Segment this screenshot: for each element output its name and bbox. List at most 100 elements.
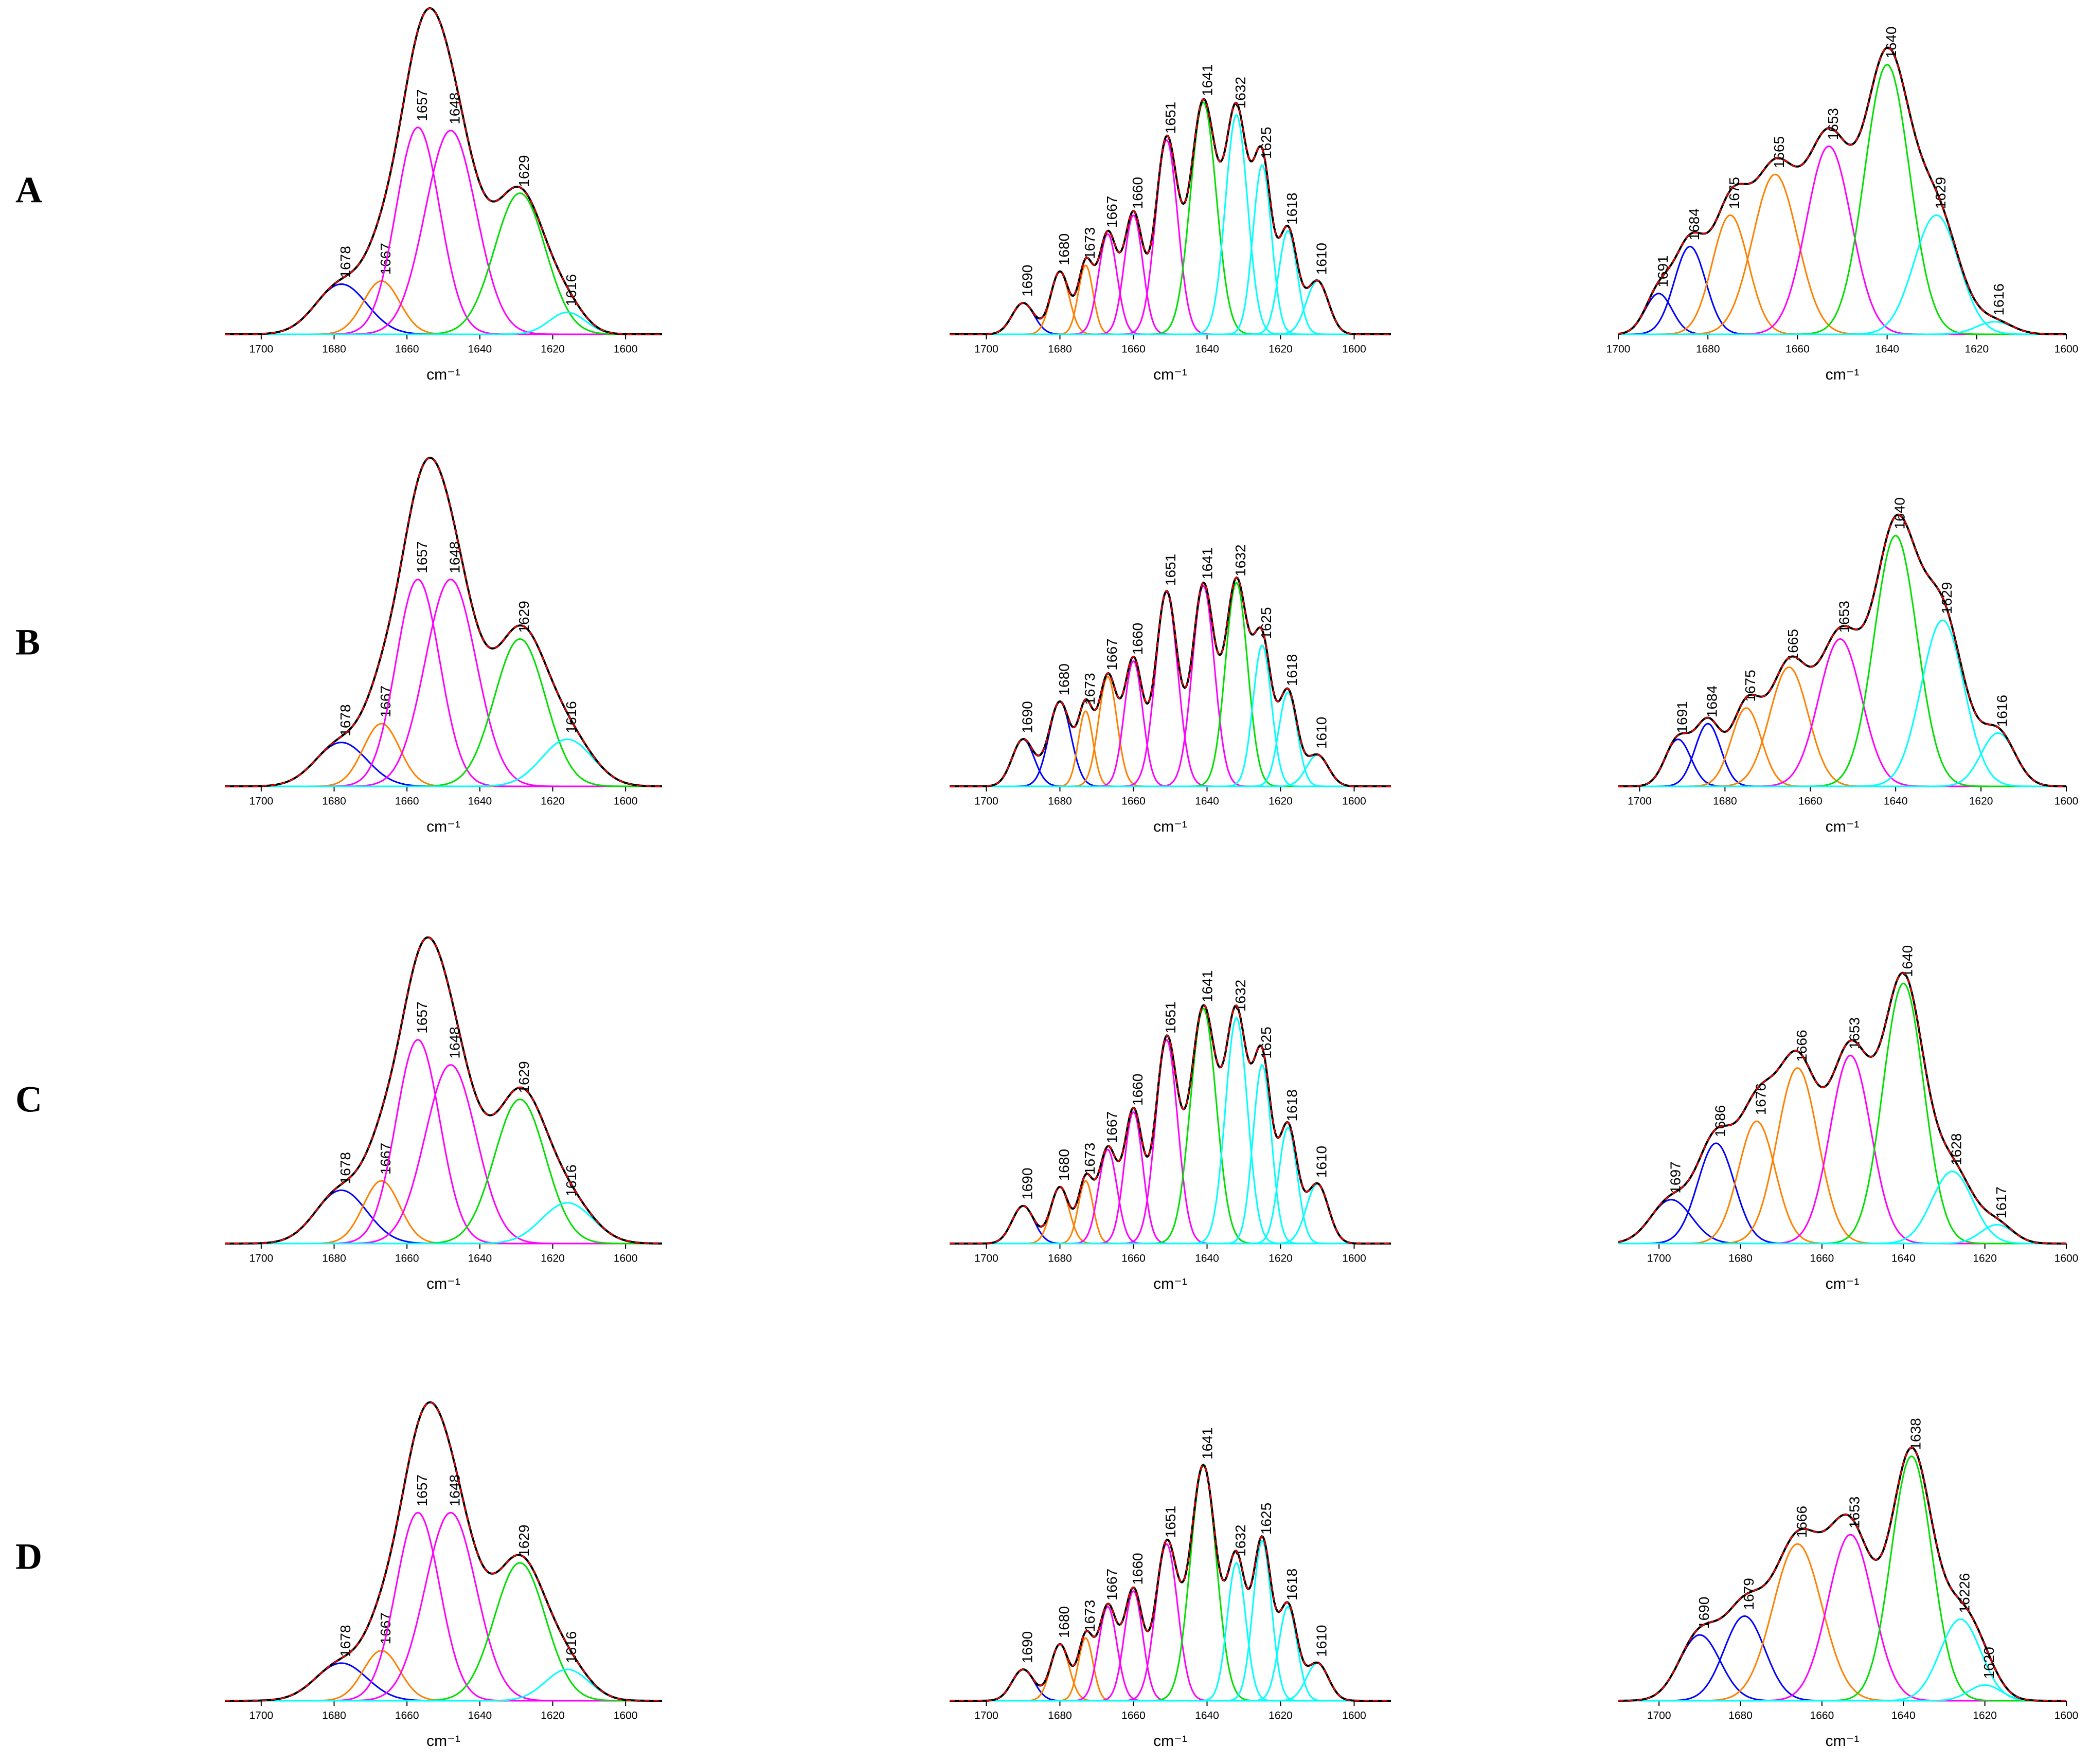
peak-label: 1657 [414,1002,430,1034]
x-tick-label: 1620 [1269,1710,1293,1722]
x-tick-label: 1600 [1342,344,1366,355]
peak-label: 1632 [1232,545,1248,577]
peak-label: 1690 [1019,701,1035,733]
x-tick-label: 1640 [1891,1253,1916,1265]
x-tick-label: 1620 [541,344,565,355]
peak-label: 1610 [1313,243,1329,275]
peak-curve [225,1180,662,1245]
x-tick-label: 1660 [1121,1253,1146,1265]
peak-label: 1616 [563,701,579,733]
x-axis-label: cm⁻¹ [426,1733,460,1750]
x-tick-label: 1640 [468,1253,492,1265]
x-tick-label: 1700 [1606,344,1631,355]
x-tick-label: 1640 [1195,796,1219,807]
envelope-curve [950,98,1391,335]
peak-label: 1651 [1163,102,1178,134]
peak-curve [225,638,662,787]
x-tick-label: 1700 [249,1253,273,1265]
peak-label: 1610 [1313,717,1329,749]
peak-label: 1657 [414,1474,430,1506]
x-tick-label: 1620 [1973,1710,1997,1722]
x-axis-label: cm⁻¹ [1153,1733,1187,1750]
peak-curve [225,739,662,787]
peak-label: 1680 [1056,1606,1072,1638]
x-tick-label: 1660 [1810,1253,1834,1265]
x-axis-label: cm⁻¹ [426,1275,460,1292]
row-label: A [15,170,42,211]
peak-curve [1618,214,2066,335]
peak-label: 1691 [1674,701,1690,733]
x-tick-label: 1680 [322,344,346,355]
peak-label: 1660 [1130,1074,1146,1106]
peak-label: 1667 [378,243,394,275]
fit-curve [1618,972,2066,1245]
peak-curve [1618,321,2066,335]
peak-label: 1628 [1949,1133,1964,1165]
x-tick-label: 1640 [1195,1710,1219,1722]
peak-label: 1641 [1200,970,1216,1002]
peak-label: 1678 [337,1152,353,1184]
x-tick-label: 1600 [1342,1710,1366,1722]
x-tick-label: 1600 [2055,344,2079,355]
peak-label: 1618 [1284,1089,1300,1121]
peak-curve [225,579,662,787]
fit-curve [225,7,662,335]
x-tick-label: 1620 [1269,1253,1293,1265]
peak-label: 1625 [1258,607,1274,639]
x-tick-label: 1600 [614,1710,638,1722]
peak-label: 1657 [414,89,430,121]
peak-label: 1638 [1907,1418,1923,1450]
fit-curve [950,98,1391,335]
peak-label: 1667 [1104,1111,1120,1143]
peak-label: 1680 [1056,1149,1072,1181]
peak-label: 1610 [1313,1146,1329,1178]
x-axis-label: cm⁻¹ [1826,1275,1860,1292]
peak-label: 1641 [1200,64,1216,96]
x-tick-label: 1640 [1195,1253,1219,1265]
peak-curve [950,581,1391,787]
peak-label: 1673 [1082,1143,1098,1175]
peak-curve [950,644,1391,787]
peak-label: 1666 [1794,1030,1810,1061]
x-tick-label: 1680 [322,1710,346,1722]
peak-label: 1667 [1104,1569,1120,1600]
x-tick-label: 1640 [1195,344,1219,355]
x-tick-label: 1700 [1647,1253,1671,1265]
x-tick-label: 1620 [541,1253,565,1265]
fit-curve [950,1464,1391,1702]
envelope-curve [950,576,1391,787]
fit-curve [225,457,662,787]
x-tick-label: 1680 [1048,344,1072,355]
peak-label: 1617 [1993,1186,2009,1218]
x-tick-label: 1660 [1121,1710,1146,1722]
peak-label: 1629 [516,155,532,187]
peak-label: 1657 [414,541,430,573]
peak-label: 1673 [1082,1600,1098,1632]
x-tick-label: 1700 [974,344,998,355]
peak-curve [225,1064,662,1245]
peak-label: 1648 [447,1027,463,1058]
fit-curve [950,577,1391,787]
x-tick-label: 1640 [1891,1710,1916,1722]
peak-label: 1660 [1130,177,1146,209]
peak-curve [1618,214,2066,335]
x-tick-label: 1600 [1342,796,1366,807]
peak-curve [225,1668,662,1702]
peak-label: 1660 [1130,623,1146,655]
peak-label: 1684 [1704,686,1720,717]
x-tick-label: 1600 [614,1253,638,1265]
peak-curve [225,127,662,335]
peak-curve [1618,1684,2066,1702]
x-tick-label: 1660 [395,1253,419,1265]
envelope-curve [225,1401,662,1702]
x-tick-label: 1680 [1696,344,1720,355]
x-tick-label: 1680 [322,796,346,807]
x-tick-label: 1660 [1785,344,1810,355]
peak-curve [1618,1455,2066,1702]
peak-label: 1651 [1163,1002,1178,1034]
x-tick-label: 1660 [1121,796,1146,807]
x-tick-label: 1600 [614,796,638,807]
peak-label: 1618 [1284,193,1300,225]
